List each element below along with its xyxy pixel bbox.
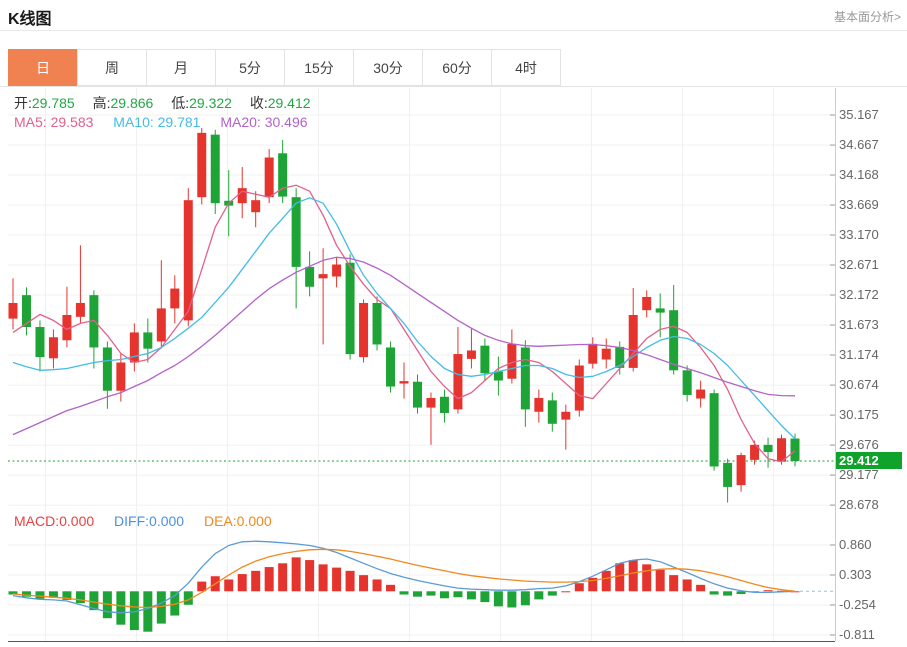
- axis-tick-label: 30.175: [839, 407, 879, 423]
- axis-tick-label: 31.673: [839, 317, 879, 333]
- ma20-legend: MA20: 30.496: [220, 114, 308, 130]
- open-value: 29.785: [31, 95, 75, 111]
- fundamental-analysis-link[interactable]: 基本面分析>: [833, 10, 901, 24]
- tab-4hour[interactable]: 4时: [491, 49, 561, 86]
- ma5-legend: MA5: 29.583: [14, 114, 94, 130]
- macd-legend: MACD:0.000 DIFF:0.000 DEA:0.000: [14, 513, 288, 529]
- low-value: 29.322: [189, 95, 232, 111]
- axis-tick-label: 33.170: [839, 227, 879, 243]
- open-label: 开:: [14, 95, 32, 111]
- close-label: 收:: [249, 95, 268, 111]
- axis-tick-label: 31.174: [839, 347, 879, 363]
- high-label: 高:: [92, 95, 111, 111]
- ma-legend: MA5: 29.583 MA10: 29.781 MA20: 30.496: [14, 114, 324, 130]
- axis-tick-label: 30.674: [839, 377, 879, 393]
- last-price-badge: 29.412: [836, 452, 902, 469]
- diff-value-legend: DIFF:0.000: [114, 513, 185, 529]
- dea-value-legend: DEA:0.000: [203, 513, 272, 529]
- tab-month[interactable]: 月: [146, 49, 216, 86]
- axis-tick-label: 33.669: [839, 197, 879, 213]
- macd-value-legend: MACD:0.000: [14, 513, 95, 529]
- tab-60min[interactable]: 60分: [422, 49, 492, 86]
- axis-tick-label: 32.671: [839, 257, 879, 273]
- period-tabbar: 日 周 月 5分 15分 30分 60分 4时: [8, 49, 561, 86]
- axis-tick-label: -0.254: [839, 596, 876, 612]
- tab-15min[interactable]: 15分: [284, 49, 354, 86]
- axis-tick-label: 29.177: [839, 467, 879, 483]
- axis-tick-label: 35.167: [839, 107, 879, 122]
- axis-tick-label: 34.667: [839, 137, 879, 153]
- tab-30min[interactable]: 30分: [353, 49, 423, 86]
- high-value: 29.866: [110, 95, 154, 111]
- tab-day[interactable]: 日: [8, 49, 78, 86]
- axis-tick-label: 0.860: [839, 536, 872, 552]
- axis-tick-label: 0.303: [839, 566, 872, 582]
- low-label: 低:: [171, 95, 190, 111]
- page-title: K线图: [8, 11, 52, 28]
- axis-tick-label: 32.172: [839, 287, 879, 303]
- ohlc-legend: 开:29.785 高:29.866 低:29.322 收:29.412: [14, 93, 325, 113]
- axis-tick-label: -0.811: [839, 626, 875, 642]
- axis-tick-label: 28.678: [839, 497, 879, 513]
- title-divider: [0, 30, 907, 31]
- tab-week[interactable]: 周: [77, 49, 147, 86]
- axis-tick-label: 34.168: [839, 167, 879, 183]
- tab-5min[interactable]: 5分: [215, 49, 285, 86]
- axis-tick-label: 29.676: [839, 437, 879, 453]
- close-value: 29.412: [267, 95, 311, 111]
- ma10-legend: MA10: 29.781: [113, 114, 201, 130]
- tabbar-divider: [0, 86, 907, 87]
